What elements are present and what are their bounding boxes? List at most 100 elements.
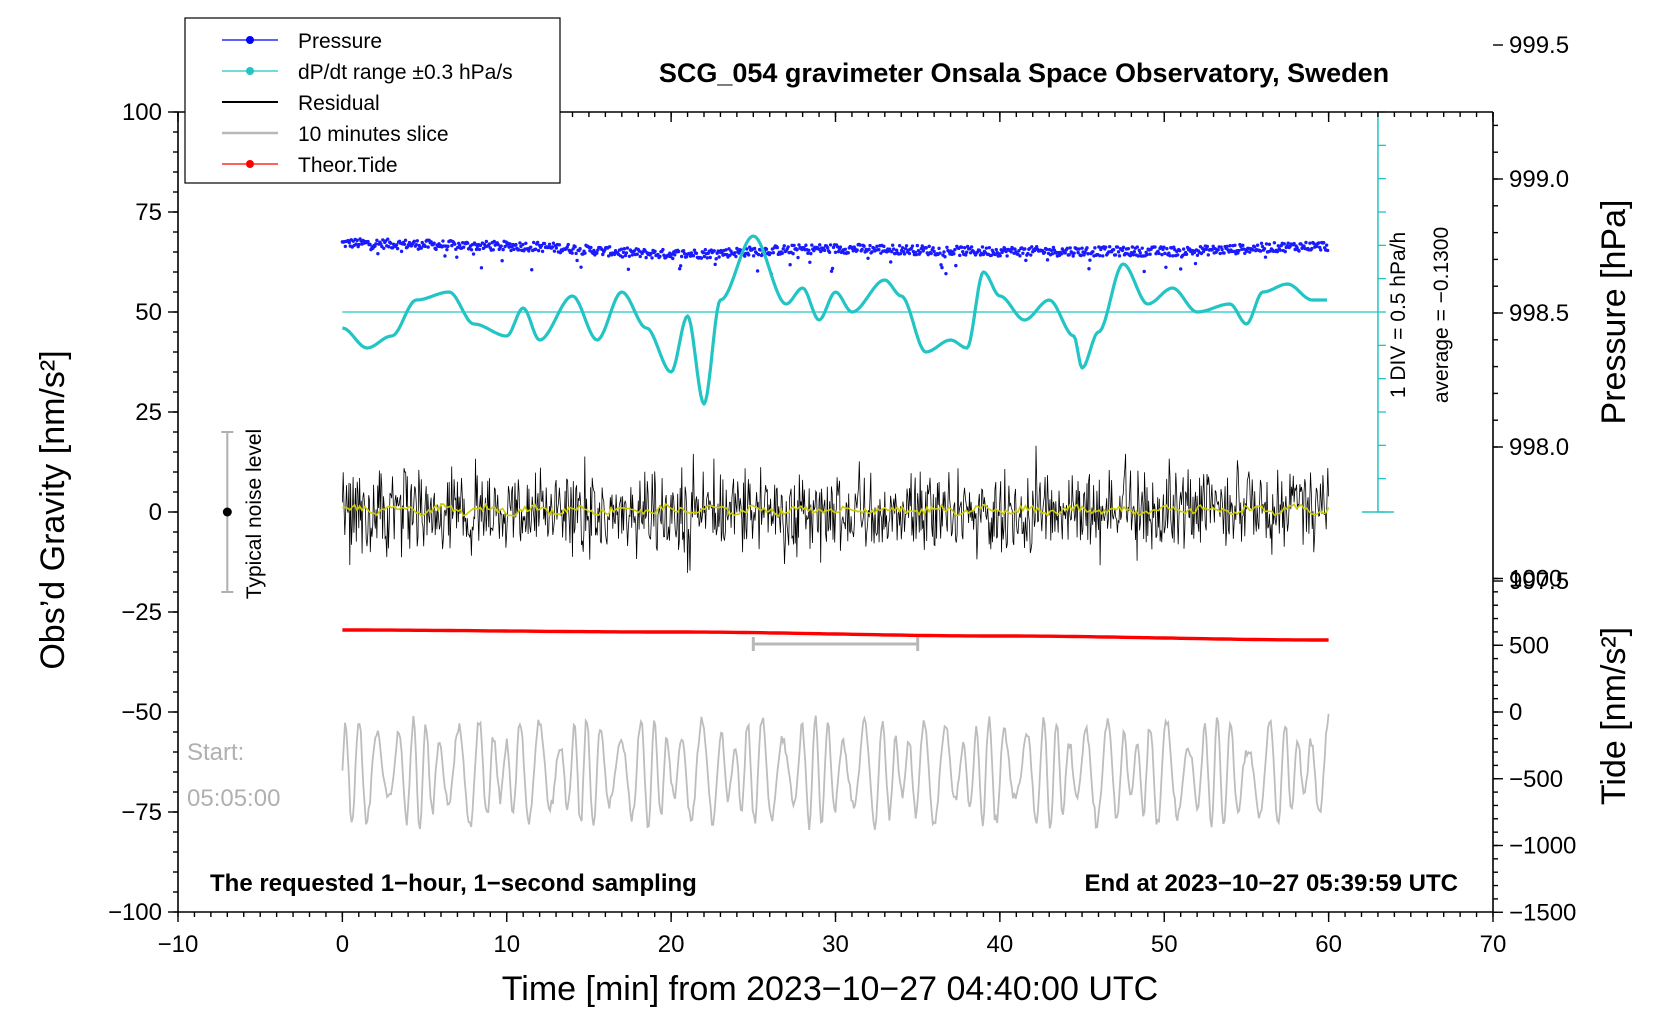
pressure-point [867, 247, 871, 252]
pressure-point [964, 250, 969, 254]
pressure-point [1163, 251, 1167, 256]
pressure-point [536, 248, 541, 253]
pressure-point [703, 248, 708, 252]
pressure-point [455, 255, 459, 259]
pressure-point [1009, 250, 1013, 254]
pressure-point [557, 243, 562, 247]
pressure-point [712, 249, 716, 253]
pressure-point [1088, 258, 1092, 262]
pressure-point [735, 246, 739, 251]
pressure-point [578, 246, 582, 251]
pressure-point [932, 249, 936, 254]
pressure-point [977, 248, 982, 253]
pressure-point [1051, 245, 1056, 250]
pressure-point [724, 248, 728, 252]
pressure-point [450, 243, 454, 248]
pressure-point [780, 251, 784, 256]
pressure-point [937, 246, 941, 251]
pressure-point [792, 243, 796, 248]
pressure-point [1121, 245, 1126, 250]
pressure-point [699, 256, 704, 260]
pressure-point [1225, 244, 1229, 249]
pressure-point [1085, 246, 1089, 250]
pressure-point [426, 245, 430, 249]
pressure-point [860, 247, 864, 252]
pressure-point [931, 246, 935, 250]
pressure-point [622, 247, 627, 251]
pressure-point [903, 247, 908, 251]
pressure-point [954, 263, 958, 268]
pressure-point [1259, 241, 1264, 245]
y-tick-label: −75 [121, 799, 162, 826]
pressure-point [678, 264, 683, 268]
axes-layer: −10 0 10 20 30 40 50 60 701007550250−25−50−75−10… [108, 32, 1576, 958]
pressure-point [1304, 240, 1308, 245]
pressure-point [1017, 249, 1021, 253]
pressure-point [924, 246, 928, 250]
pressure-point [1021, 251, 1025, 255]
pressure-point [1315, 244, 1319, 249]
y-tick-label: 0 [149, 499, 162, 526]
pressure-point [1220, 247, 1224, 252]
pressure-point [782, 244, 786, 248]
pressure-point [1168, 253, 1172, 258]
pressure-point [1176, 253, 1180, 257]
pressure-point [626, 267, 631, 271]
pressure-point [870, 250, 874, 254]
x-tick-label: 60 [1315, 931, 1342, 958]
pressure-point [671, 256, 675, 261]
tide-tick-label: −1500 [1509, 899, 1576, 926]
x-tick-label: 70 [1480, 931, 1507, 958]
pressure-point [443, 254, 447, 258]
pressure-point [835, 245, 840, 249]
pressure-point [1232, 249, 1236, 254]
pressure-point [775, 245, 780, 250]
pressure-point [399, 249, 404, 254]
pressure-point [855, 248, 859, 252]
dpdt-curve [342, 234, 1327, 406]
pressure-point [771, 251, 776, 255]
pressure-point [624, 251, 629, 255]
pressure-point [822, 248, 827, 253]
pressure-point [650, 256, 654, 260]
pressure-point [828, 243, 833, 247]
pressure-point [1023, 247, 1027, 251]
pressure-point [533, 247, 538, 251]
pressure-point [1195, 253, 1200, 257]
pressure-point [714, 257, 718, 261]
pressure-point [920, 244, 924, 248]
pressure-point [540, 249, 545, 254]
pressure-point [818, 243, 822, 247]
pressure-point [734, 254, 738, 259]
pressure-point [1018, 254, 1022, 258]
pressure-point [552, 249, 557, 253]
pressure-point [676, 249, 681, 254]
y-tick-label: 75 [135, 199, 162, 226]
pressure-point [1098, 253, 1102, 258]
legend: Pressure dP/dt range ±0.3 hPa/s Residual… [184, 17, 561, 184]
pressure-point [1063, 251, 1067, 255]
pressure-point [1310, 246, 1314, 251]
pressure-point [891, 247, 896, 251]
pressure-point [1171, 254, 1175, 258]
pressure-point [478, 243, 483, 248]
pressure-point [701, 251, 706, 255]
pressure-point [1210, 247, 1214, 252]
pressure-point [796, 255, 800, 260]
data-layer [221, 111, 1394, 830]
pressure-point [829, 269, 834, 273]
pressure-point [507, 245, 511, 249]
pressure-point [630, 253, 635, 257]
pressure-point [1178, 248, 1182, 253]
pressure-point [1211, 244, 1215, 249]
pressure-point [407, 240, 412, 245]
pressure-point [508, 242, 512, 246]
pressure-point [644, 255, 648, 260]
pressure-point [500, 259, 504, 263]
pressure-point [661, 247, 665, 252]
pressure-point [877, 247, 881, 252]
pressure-point [1292, 241, 1296, 246]
pressure-point [897, 243, 902, 248]
pressure-point [1107, 245, 1112, 249]
pressure-point [445, 247, 449, 252]
